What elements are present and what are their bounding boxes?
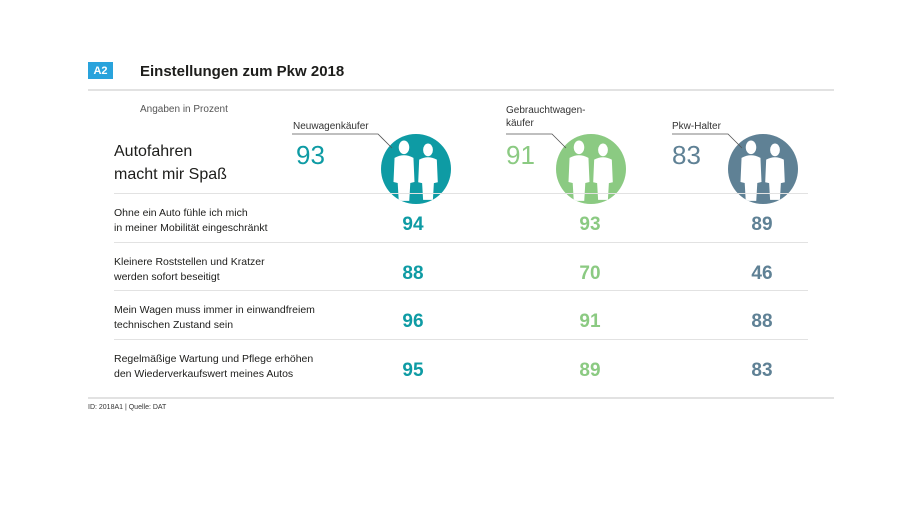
column-header-1: Neuwagenkäufer (293, 121, 369, 132)
row-question: Mein Wagen muss immer in einwandfreiem t… (114, 304, 315, 331)
bottom-rule (88, 397, 834, 399)
lead-value-1: 93 (296, 140, 325, 170)
lead-question: Autofahren macht mir Spaß (114, 143, 227, 183)
row-value-1: 88 (402, 263, 424, 284)
table-row: Mein Wagen muss immer in einwandfreiem t… (114, 290, 808, 339)
lead-value-3: 83 (672, 140, 701, 170)
row-value-1: 95 (402, 360, 424, 381)
column-header-2: Gebrauchtwagen- käufer (506, 105, 586, 129)
row-value-2: 93 (579, 214, 601, 235)
table-row: Regelmäßige Wartung und Pflege erhöhen d… (114, 339, 808, 388)
row-value-2: 91 (579, 311, 601, 332)
chart-title: Einstellungen zum Pkw 2018 (140, 63, 345, 80)
row-value-3: 83 (751, 360, 773, 381)
unit-label: Angaben in Prozent (140, 104, 228, 115)
row-question: Regelmäßige Wartung und Pflege erhöhen d… (114, 353, 314, 380)
row-value-2: 70 (579, 263, 601, 284)
leader-line-3 (672, 133, 743, 149)
table-row: Kleinere Roststellen und Kratzer werden … (114, 242, 808, 291)
row-value-3: 89 (751, 214, 773, 235)
row-value-3: 88 (751, 311, 773, 332)
row-value-2: 89 (579, 360, 601, 381)
row-value-1: 94 (402, 214, 424, 235)
leader-line-1 (292, 133, 393, 149)
row-value-1: 96 (402, 311, 424, 332)
people-icon-1 (381, 134, 451, 204)
table-row: Ohne ein Auto fühle ich mich in meiner M… (114, 193, 808, 242)
source-note: ID: 2018A1 | Quelle: DAT (88, 404, 167, 411)
top-rule (88, 89, 834, 91)
row-question: Ohne ein Auto fühle ich mich in meiner M… (114, 207, 268, 234)
lead-value-2: 91 (506, 140, 535, 170)
row-question: Kleinere Roststellen und Kratzer werden … (114, 256, 265, 283)
row-value-3: 46 (751, 263, 773, 284)
people-icon-2 (556, 134, 626, 204)
figure-tag: A2 (88, 62, 113, 79)
column-header-3: Pkw-Halter (672, 121, 721, 132)
people-icon-3 (728, 134, 798, 204)
leader-line-2 (506, 133, 567, 149)
